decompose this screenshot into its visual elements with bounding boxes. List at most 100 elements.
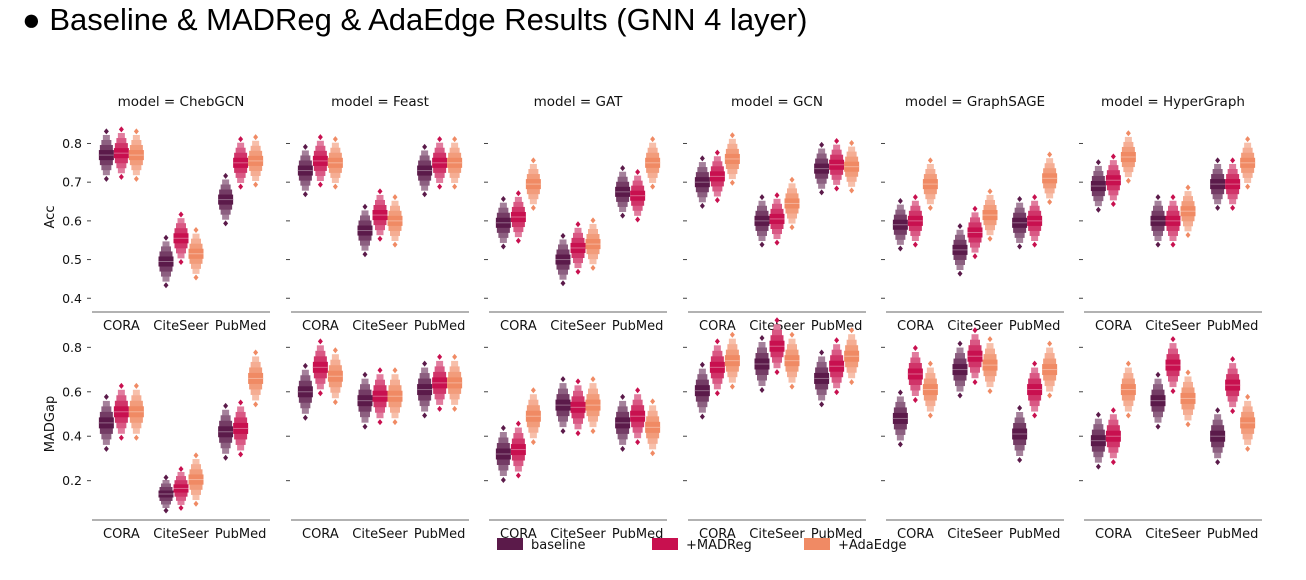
x-tick-label: CORA bbox=[1095, 319, 1132, 334]
x-tick-label: PubMed bbox=[414, 527, 466, 542]
outlier-point bbox=[620, 393, 626, 400]
outlier-point bbox=[774, 192, 780, 199]
outlier-point bbox=[1125, 412, 1131, 419]
outlier-point bbox=[1125, 360, 1131, 367]
outlier-point bbox=[650, 136, 656, 143]
x-tick-label: PubMed bbox=[1009, 319, 1061, 334]
outlier-point bbox=[789, 331, 795, 338]
outlier-point bbox=[1215, 204, 1221, 211]
x-tick-label: CORA bbox=[302, 527, 339, 542]
outlier-point bbox=[238, 183, 244, 190]
legend-label: +AdaEdge bbox=[838, 538, 907, 553]
outlier-point bbox=[972, 205, 978, 212]
outlier-point bbox=[987, 336, 993, 343]
y-tick-label: 0.8 bbox=[62, 340, 82, 355]
outlier-point bbox=[332, 183, 338, 190]
outlier-point bbox=[103, 393, 109, 400]
outlier-point bbox=[1245, 183, 1251, 190]
outlier-point bbox=[789, 224, 795, 231]
outlier-point bbox=[362, 423, 368, 430]
outlier-point bbox=[1110, 407, 1116, 414]
outlier-point bbox=[392, 194, 398, 201]
outlier-point bbox=[437, 405, 443, 412]
outlier-point bbox=[163, 507, 169, 514]
outlier-point bbox=[515, 237, 521, 244]
outlier-point bbox=[118, 434, 124, 441]
outlier-point bbox=[699, 202, 705, 209]
panel-title: model = ChebGCN bbox=[118, 94, 245, 110]
legend-swatch bbox=[497, 538, 523, 550]
outlier-point bbox=[575, 430, 581, 437]
outlier-point bbox=[729, 179, 735, 186]
outlier-point bbox=[927, 204, 933, 211]
outlier-point bbox=[635, 439, 641, 446]
outlier-point bbox=[849, 139, 855, 146]
outlier-point bbox=[1170, 336, 1176, 343]
outlier-point bbox=[1110, 153, 1116, 160]
legend-label: baseline bbox=[531, 538, 585, 553]
y-tick-label: 0.4 bbox=[62, 291, 82, 306]
outlier-point bbox=[560, 428, 566, 435]
y-tick-label: 0.6 bbox=[62, 384, 82, 399]
outlier-point bbox=[1215, 459, 1221, 466]
outlier-point bbox=[650, 450, 656, 457]
panel-title: model = Feast bbox=[331, 94, 429, 110]
outlier-point bbox=[699, 361, 705, 368]
x-tick-label: CORA bbox=[302, 319, 339, 334]
outlier-point bbox=[834, 185, 840, 192]
y-tick-label: 0.8 bbox=[62, 136, 82, 151]
outlier-point bbox=[560, 376, 566, 383]
outlier-point bbox=[422, 143, 428, 150]
outlier-point bbox=[193, 227, 199, 234]
outlier-point bbox=[635, 387, 641, 394]
outlier-point bbox=[193, 274, 199, 281]
outlier-point bbox=[1155, 423, 1161, 430]
outlier-point bbox=[774, 317, 780, 324]
panel-title: model = HyperGraph bbox=[1101, 94, 1245, 110]
outlier-point bbox=[392, 241, 398, 248]
x-tick-label: PubMed bbox=[1207, 527, 1259, 542]
x-tick-label: CiteSeer bbox=[1145, 319, 1201, 334]
outlier-point bbox=[1185, 231, 1191, 238]
y-axis-label: Acc bbox=[43, 206, 58, 229]
x-tick-label: CiteSeer bbox=[947, 527, 1003, 542]
outlier-point bbox=[1032, 194, 1038, 201]
x-tick-label: CORA bbox=[1095, 527, 1132, 542]
outlier-point bbox=[332, 347, 338, 354]
outlier-point bbox=[987, 388, 993, 395]
outlier-point bbox=[1245, 136, 1251, 143]
outlier-point bbox=[759, 194, 765, 201]
outlier-point bbox=[590, 217, 596, 224]
outlier-point bbox=[133, 175, 139, 182]
outlier-point bbox=[422, 191, 428, 198]
outlier-point bbox=[530, 439, 536, 446]
outlier-point bbox=[103, 445, 109, 452]
x-tick-label: CORA bbox=[500, 319, 537, 334]
x-tick-label: PubMed bbox=[1009, 527, 1061, 542]
outlier-point bbox=[590, 264, 596, 271]
x-tick-label: PubMed bbox=[215, 527, 267, 542]
outlier-point bbox=[1170, 241, 1176, 248]
outlier-point bbox=[392, 419, 398, 426]
outlier-point bbox=[729, 383, 735, 390]
outlier-point bbox=[1095, 411, 1101, 418]
outlier-point bbox=[834, 389, 840, 396]
outlier-point bbox=[972, 379, 978, 386]
outlier-point bbox=[1230, 408, 1236, 415]
outlier-point bbox=[1047, 340, 1053, 347]
outlier-point bbox=[362, 251, 368, 258]
outlier-point bbox=[714, 390, 720, 397]
outlier-point bbox=[849, 327, 855, 334]
outlier-point bbox=[819, 189, 825, 196]
outlier-point bbox=[1185, 369, 1191, 376]
x-tick-label: CORA bbox=[897, 527, 934, 542]
outlier-point bbox=[178, 504, 184, 511]
outlier-point bbox=[819, 349, 825, 356]
outlier-point bbox=[1017, 456, 1023, 463]
x-tick-label: CiteSeer bbox=[153, 527, 209, 542]
outlier-point bbox=[452, 136, 458, 143]
outlier-point bbox=[422, 412, 428, 419]
outlier-point bbox=[118, 173, 124, 180]
outlier-point bbox=[103, 175, 109, 182]
